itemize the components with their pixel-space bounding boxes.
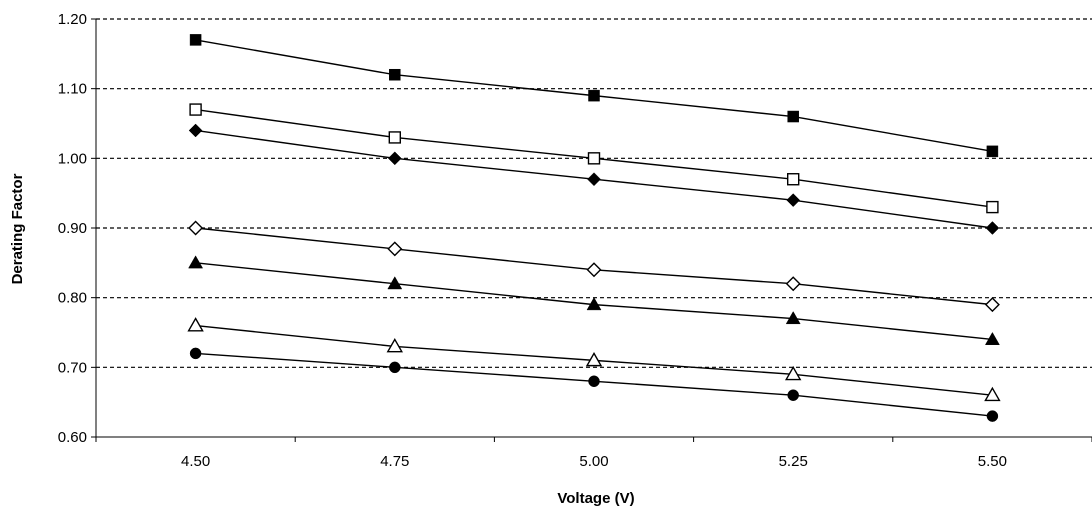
data-point-filled-square-0 xyxy=(189,34,202,46)
series-3 xyxy=(188,123,1000,235)
data-point-filled-triangle-0 xyxy=(188,255,204,269)
data-point-open-diamond-3 xyxy=(785,276,801,292)
data-point-filled-diamond-1 xyxy=(387,151,402,166)
series-7 xyxy=(189,347,999,422)
gridlines xyxy=(96,18,1092,368)
series-1 xyxy=(189,34,999,158)
data-point-open-diamond-2 xyxy=(586,262,602,278)
series-6 xyxy=(187,317,1001,402)
series-group xyxy=(187,34,1001,422)
data-point-open-square-3 xyxy=(787,173,800,186)
data-point-open-square-0 xyxy=(189,103,202,116)
data-point-open-triangle-2 xyxy=(585,351,603,367)
y-tick-label-5: 1.10 xyxy=(58,81,87,98)
data-point-filled-diamond-2 xyxy=(587,172,601,187)
y-tick-label-1: 0.70 xyxy=(58,359,87,376)
x-tick-label-3: 5.25 xyxy=(779,453,808,470)
y-axis-title: Derating Factor xyxy=(9,173,26,284)
data-point-filled-circle-4 xyxy=(986,410,999,422)
data-point-filled-circle-2 xyxy=(588,375,600,388)
data-point-filled-diamond-4 xyxy=(985,221,1000,235)
data-point-filled-square-4 xyxy=(986,145,999,158)
data-point-open-diamond-4 xyxy=(984,297,1000,313)
x-tick-label-4: 5.50 xyxy=(978,453,1007,470)
data-point-filled-square-1 xyxy=(389,68,401,81)
data-point-filled-triangle-2 xyxy=(586,297,602,311)
data-point-filled-square-3 xyxy=(787,110,799,123)
data-point-filled-circle-3 xyxy=(787,389,799,401)
data-point-filled-triangle-4 xyxy=(984,331,1000,345)
axes: 0.60 0.70 0.80 0.90 1.00 1.10 1.20 4.50 4.75 5.00… xyxy=(58,11,1092,470)
data-point-open-diamond-0 xyxy=(188,220,204,236)
data-point-open-diamond-1 xyxy=(387,241,403,257)
y-tick-label-3: 0.90 xyxy=(58,220,87,237)
data-point-open-square-2 xyxy=(587,152,601,165)
series-5 xyxy=(188,255,1000,345)
data-point-filled-circle-0 xyxy=(189,347,202,360)
data-point-open-triangle-3 xyxy=(784,365,802,381)
data-point-open-triangle-4 xyxy=(984,386,1001,402)
data-point-open-square-4 xyxy=(986,200,999,214)
data-point-filled-square-2 xyxy=(588,89,600,102)
data-point-filled-diamond-0 xyxy=(188,123,203,138)
y-tick-label-0: 0.60 xyxy=(58,429,87,446)
data-point-filled-triangle-1 xyxy=(387,276,403,290)
series-4 xyxy=(188,220,1000,313)
data-point-filled-triangle-3 xyxy=(785,311,801,325)
y-tick-label-4: 1.00 xyxy=(58,150,87,167)
x-axis-title: Voltage (V) xyxy=(557,490,634,507)
data-point-filled-diamond-3 xyxy=(786,193,801,207)
series-2 xyxy=(189,103,999,214)
x-tick-label-1: 4.75 xyxy=(380,453,409,470)
data-point-open-triangle-1 xyxy=(386,338,404,353)
y-tick-label-2: 0.80 xyxy=(58,290,87,307)
x-tick-label-0: 4.50 xyxy=(181,453,210,470)
x-tick-label-2: 5.00 xyxy=(579,453,608,470)
data-point-filled-circle-1 xyxy=(389,361,401,374)
y-tick-label-6: 1.20 xyxy=(58,11,87,28)
data-point-open-square-1 xyxy=(388,131,401,144)
data-point-open-triangle-0 xyxy=(187,317,204,332)
